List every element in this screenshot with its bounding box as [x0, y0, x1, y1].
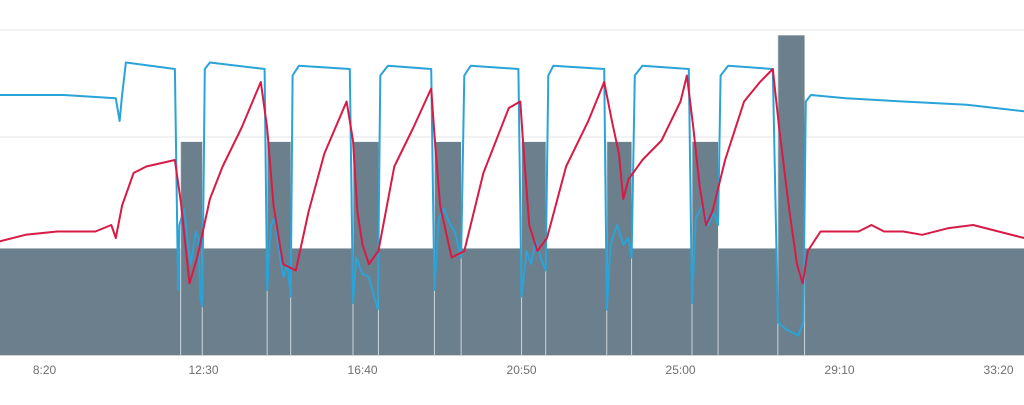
bar-step-8	[461, 248, 522, 355]
bar-step-4	[290, 248, 353, 355]
bar-step-10	[545, 248, 607, 355]
bar-step-13	[691, 141, 719, 355]
bar-step-16	[804, 248, 1024, 355]
bar-step-6	[378, 248, 435, 355]
bar-step-0	[0, 248, 181, 355]
bar-step-2	[202, 248, 268, 355]
x-tick-label: 20:50	[507, 363, 537, 377]
x-axis: 8:20 12:30 16:40 20:50 25:00 29:10 33:20	[0, 355, 1024, 377]
bar-series	[0, 35, 1024, 355]
x-tick-label: 25:00	[666, 363, 696, 377]
bar-step-15	[777, 35, 805, 355]
x-tick-label: 12:30	[189, 363, 219, 377]
line-series-0	[0, 61, 1024, 337]
bar-step-12	[631, 248, 692, 355]
gridlines	[0, 29, 1024, 138]
bar-step-14	[718, 248, 778, 355]
line-series-1	[0, 68, 1024, 285]
line-series	[0, 61, 1024, 337]
x-tick-label: 16:40	[348, 363, 378, 377]
x-tick-label: 33:20	[984, 363, 1014, 377]
x-tick-label: 8:20	[33, 363, 57, 377]
x-tick-label: 29:10	[825, 363, 855, 377]
bar-step-1	[180, 141, 203, 355]
bar-step-5	[352, 141, 379, 355]
